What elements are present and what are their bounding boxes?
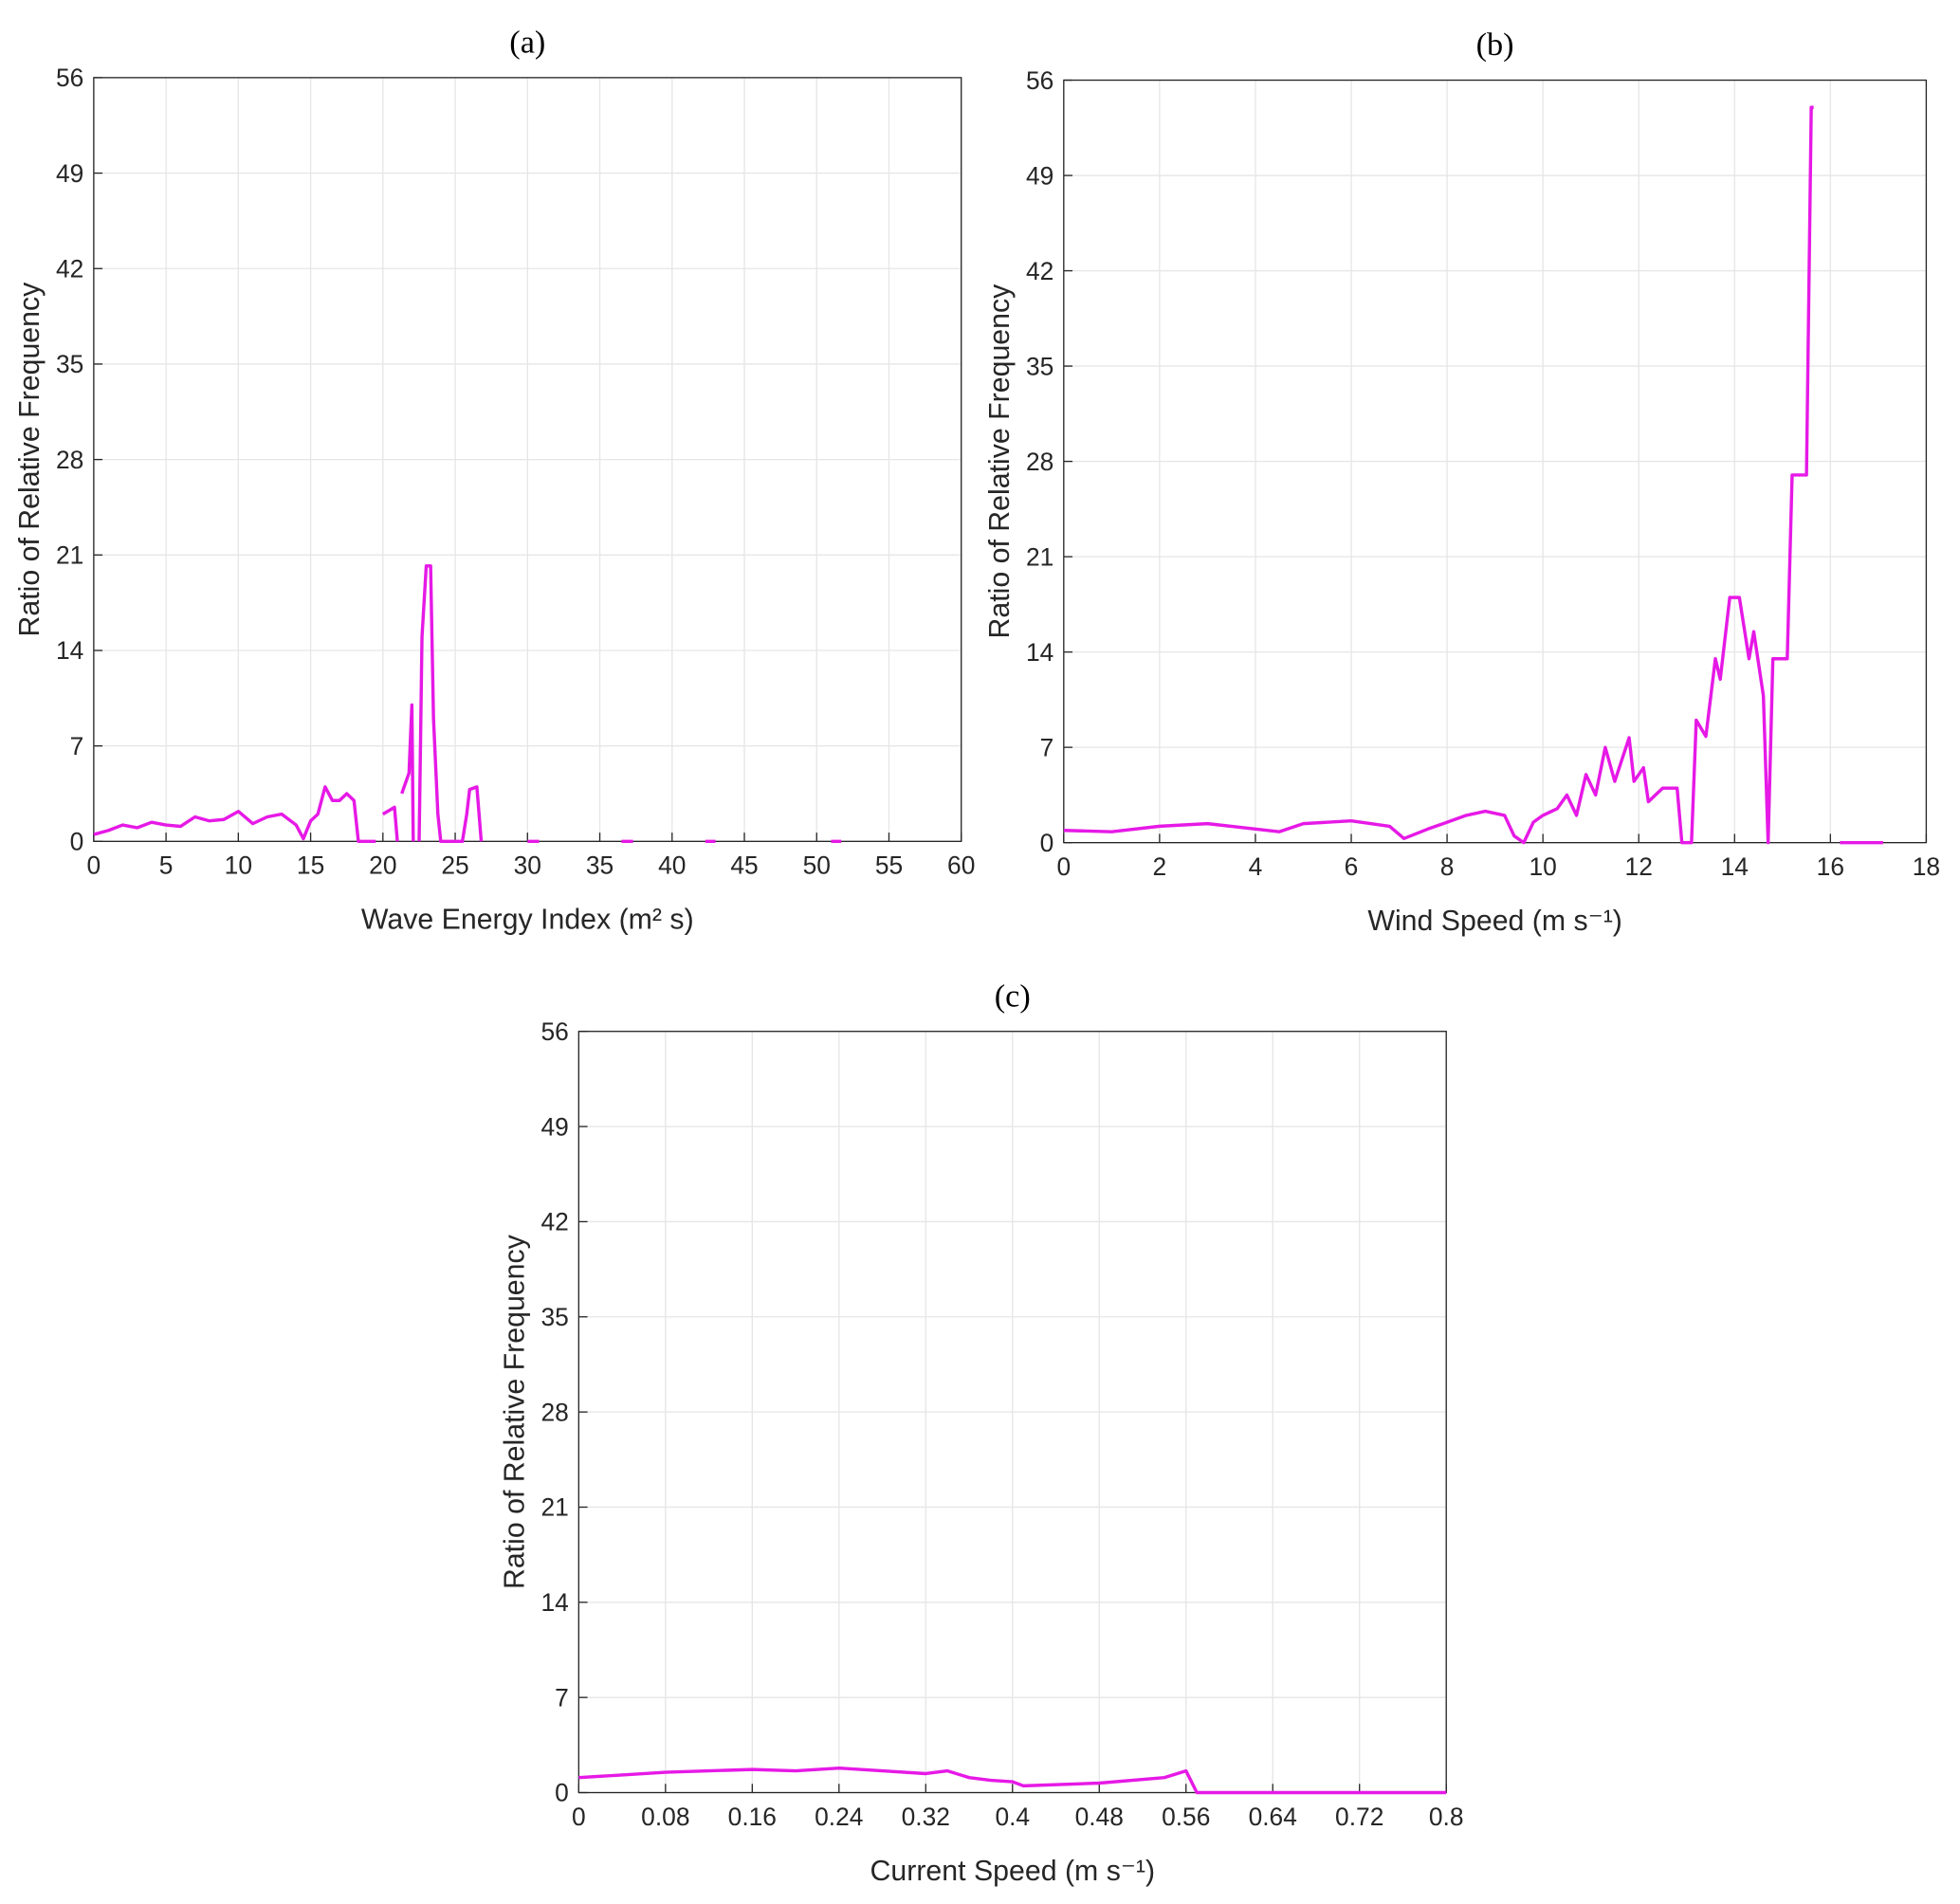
x-tick-label: 35: [586, 851, 614, 880]
axes-box: [577, 1031, 1447, 1794]
y-tick-label: 21: [1026, 542, 1053, 571]
x-tick-label: 0.32: [902, 1803, 950, 1831]
x-tick-label: 30: [514, 851, 541, 880]
y-tick-label: 14: [1026, 638, 1053, 667]
x-tick-label: 0: [1056, 852, 1071, 881]
y-tick-label: 35: [56, 350, 83, 378]
y-tick-label: 42: [1026, 257, 1053, 285]
y-axis-label: Ratio of Relative Frequency: [14, 282, 46, 637]
data-line: [93, 564, 842, 844]
x-tick-label: 45: [730, 851, 758, 880]
y-tick-label: 0: [555, 1779, 569, 1807]
y-tick-label: 14: [540, 1588, 568, 1617]
y-axis-label: Ratio of Relative Frequency: [499, 1234, 530, 1589]
chart-title: (b): [1476, 27, 1514, 63]
y-axis-label: Ratio of Relative Frequency: [984, 284, 1016, 639]
x-tick-label: 0.4: [995, 1803, 1030, 1831]
x-tick-label: 10: [1529, 852, 1556, 881]
x-tick-label: 50: [803, 851, 831, 880]
y-tick-label: 35: [1026, 352, 1053, 380]
x-tick-label: 10: [225, 851, 252, 880]
y-tick-label: 14: [56, 636, 83, 665]
y-tick-label: 42: [56, 254, 83, 283]
y-tick-label: 35: [540, 1303, 568, 1331]
x-tick-label: 40: [658, 851, 686, 880]
x-tick-label: 0.08: [641, 1803, 689, 1831]
y-tick-label: 7: [555, 1683, 569, 1712]
x-tick-label: 15: [297, 851, 324, 880]
x-tick-label: 5: [159, 851, 174, 880]
y-tick-label: 21: [56, 541, 83, 570]
x-tick-label: 55: [875, 851, 903, 880]
x-axis-label: Wave Energy Index (m² s): [361, 905, 694, 936]
y-tick-label: 56: [540, 1017, 568, 1046]
axes-box: [1063, 79, 1928, 844]
x-tick-label: 8: [1440, 852, 1455, 881]
x-tick-label: 0.24: [815, 1803, 863, 1831]
x-tick-label: 14: [1721, 852, 1749, 881]
x-tick-label: 20: [369, 851, 396, 880]
x-tick-label: 12: [1625, 852, 1653, 881]
y-tick-label: 0: [1040, 829, 1054, 857]
y-tick-label: 49: [540, 1112, 568, 1141]
y-tick-label: 7: [70, 732, 84, 760]
y-tick-label: 28: [540, 1398, 568, 1426]
chart-title: (a): [509, 25, 545, 61]
y-tick-label: 28: [1026, 448, 1053, 476]
y-tick-label: 49: [1026, 161, 1053, 190]
x-axis-label: Wind Speed (m s⁻¹): [1367, 906, 1622, 937]
x-tick-label: 25: [441, 851, 468, 880]
x-tick-label: 0.64: [1249, 1803, 1297, 1831]
x-tick-label: 4: [1249, 852, 1263, 881]
x-tick-label: 0.56: [1162, 1803, 1210, 1831]
y-tick-label: 28: [56, 446, 83, 474]
x-tick-label: 0.16: [728, 1803, 777, 1831]
x-tick-label: 0: [87, 851, 101, 880]
x-tick-label: 60: [947, 851, 975, 880]
y-tick-label: 0: [70, 828, 84, 856]
y-tick-label: 49: [56, 159, 83, 188]
y-tick-label: 56: [56, 64, 83, 92]
data-line: [578, 1766, 1447, 1795]
y-tick-label: 56: [1026, 66, 1053, 95]
y-tick-label: 21: [540, 1493, 568, 1522]
y-tick-label: 7: [1040, 733, 1054, 761]
x-tick-label: 6: [1345, 852, 1359, 881]
x-tick-label: 0.72: [1335, 1803, 1383, 1831]
x-tick-label: 0.48: [1075, 1803, 1124, 1831]
x-tick-label: 0: [572, 1803, 586, 1831]
x-axis-label: Current Speed (m s⁻¹): [870, 1856, 1156, 1887]
y-tick-label: 42: [540, 1208, 568, 1236]
x-tick-label: 2: [1153, 852, 1167, 881]
x-tick-label: 0.8: [1429, 1803, 1464, 1831]
x-tick-label: 18: [1913, 852, 1940, 881]
x-tick-label: 16: [1817, 852, 1844, 881]
chart-title: (c): [995, 978, 1031, 1014]
data-line: [1063, 105, 1883, 845]
